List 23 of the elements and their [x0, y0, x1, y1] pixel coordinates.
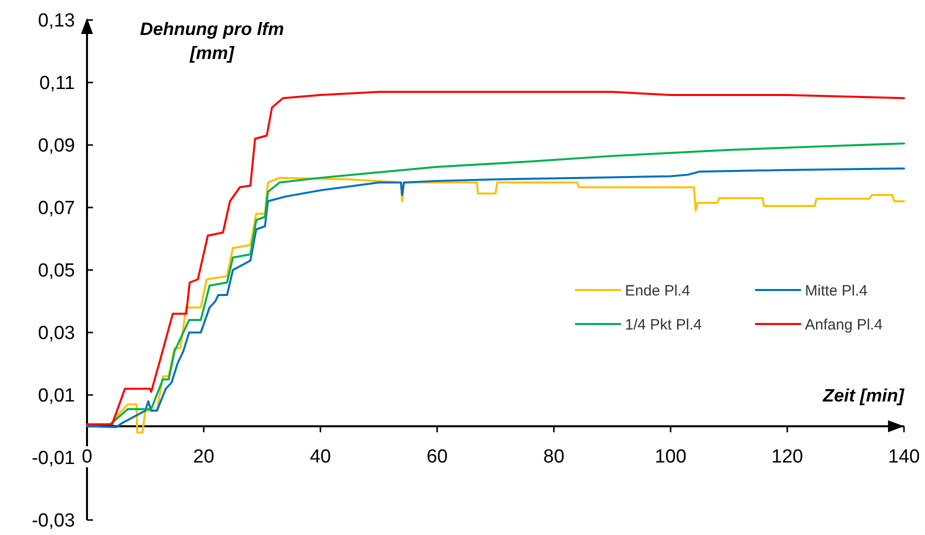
- y-tick-label: 0,09: [38, 136, 75, 157]
- y-tick-label: -0,01: [32, 448, 75, 470]
- x-tick-label: 140: [888, 446, 920, 468]
- x-tick-label: 100: [654, 446, 686, 468]
- x-tick-label: 120: [771, 446, 804, 468]
- y-axis-title: Dehnung pro lfm [mm]: [140, 19, 284, 63]
- x-axis-title: Zeit [min]: [822, 385, 905, 406]
- y-tick-label: 0,05: [38, 260, 75, 282]
- y-tick-label: 0,01: [38, 386, 75, 407]
- legend-label: 1/4 Pkt Pl.4: [625, 316, 702, 334]
- y-tick-label: 0,11: [39, 73, 75, 94]
- x-tick-label: 40: [310, 446, 331, 468]
- x-tick-label: 20: [193, 446, 214, 468]
- x-tick-label: 60: [426, 446, 448, 468]
- x-tick-label: 0: [82, 446, 92, 468]
- legend-label: Ende Pl.4: [625, 282, 690, 300]
- x-tick-label: 80: [543, 446, 564, 468]
- y-tick-label: -0,03: [32, 510, 75, 532]
- y-tick-label: 0,13: [38, 10, 75, 32]
- legend-label: Anfang Pl.4: [805, 316, 883, 334]
- y-tick-label: 0,03: [38, 323, 75, 344]
- legend-label: Mitte Pl.4: [805, 282, 868, 300]
- y-tick-label: 0,07: [38, 198, 75, 220]
